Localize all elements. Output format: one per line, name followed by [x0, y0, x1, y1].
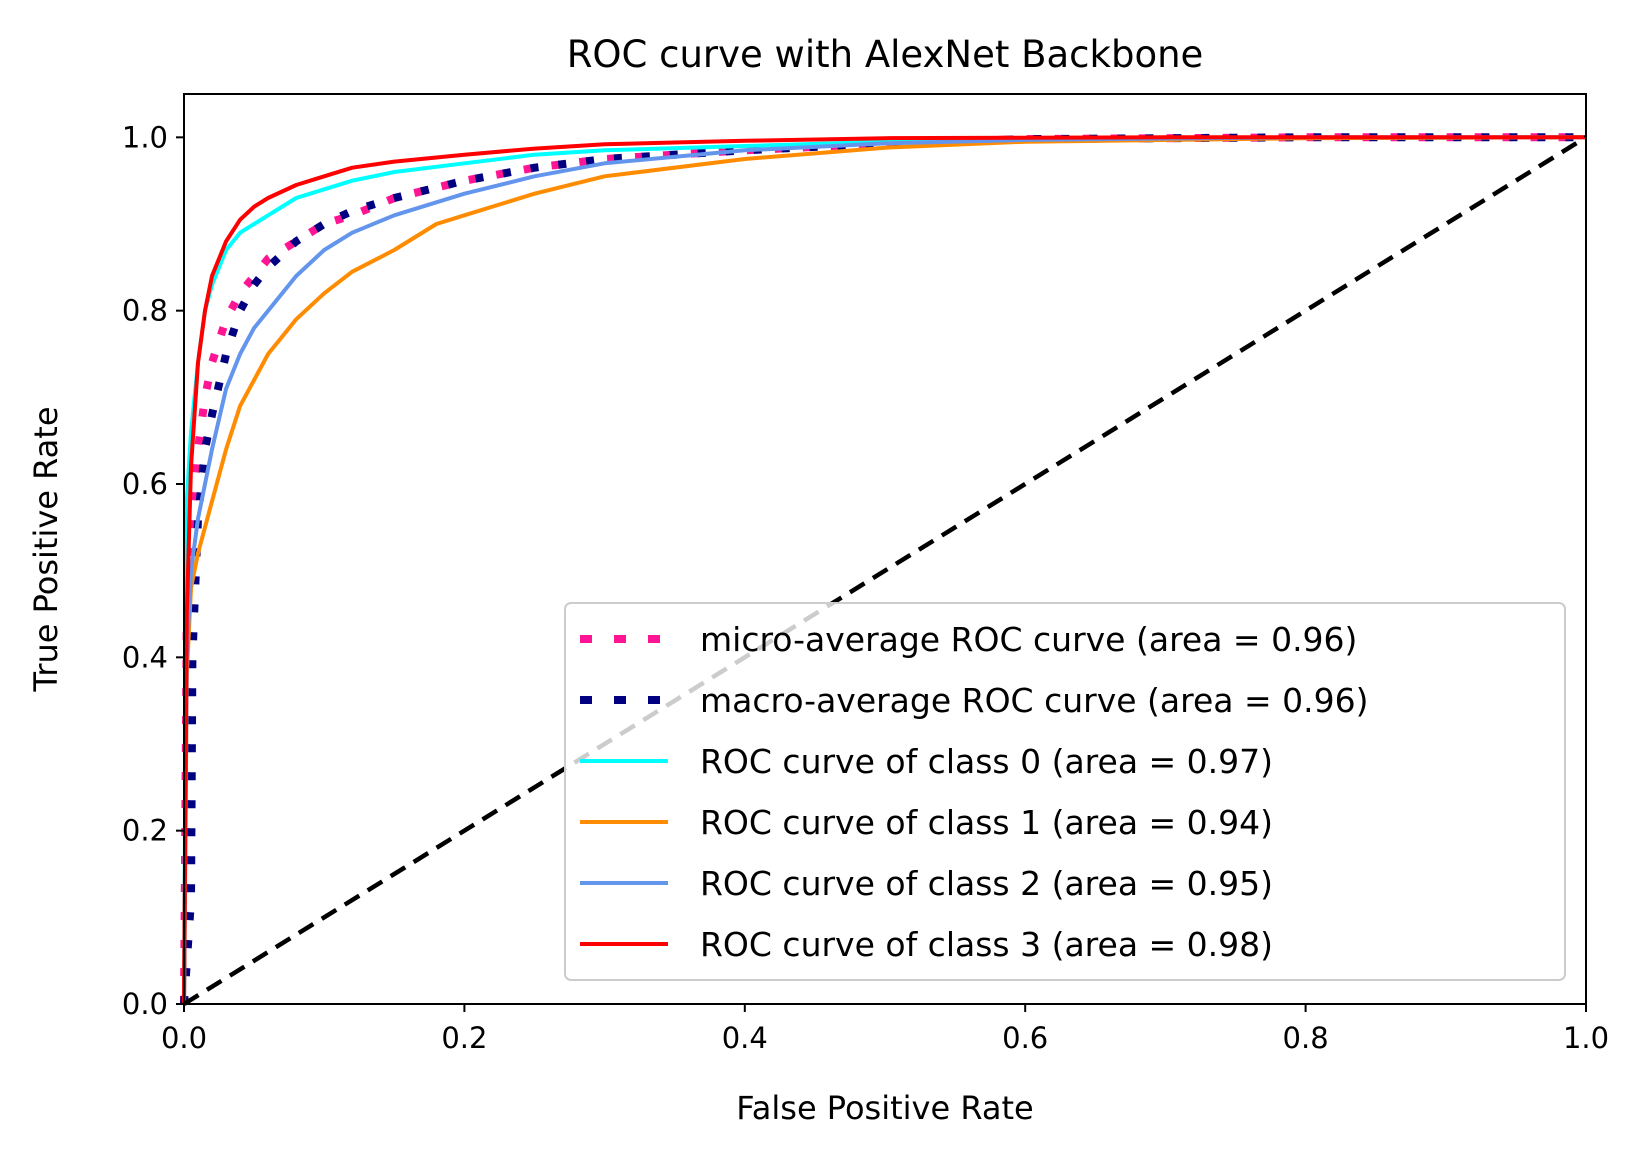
series-line-4 — [182, 135, 1586, 1005]
y-axis-label: True Positive Rate — [27, 406, 65, 692]
ticks-layer: 0.0 0.2 0.4 0.6 0.8 1.0 0.0 0.2 0.4 0.6 0.8 1.0 — [122, 120, 1609, 1055]
plot-area — [180, 93, 1588, 1006]
series-line-0 — [180, 133, 1586, 1005]
x-tick-label: 0.4 — [722, 1021, 768, 1055]
legend-label: macro-average ROC curve (area = 0.96) — [700, 681, 1368, 720]
legend-entries: micro-average ROC curve (area = 0.96) mac… — [580, 620, 1368, 964]
x-tick-label: 0.2 — [441, 1021, 487, 1055]
x-tick-label: 0.8 — [1283, 1021, 1329, 1055]
series-line-5 — [182, 135, 1586, 1005]
y-tick-label: 0.4 — [122, 640, 168, 674]
y-tick-label: 0.8 — [122, 294, 168, 328]
legend-box — [564, 602, 1566, 981]
x-tick-label: 1.0 — [1563, 1021, 1609, 1055]
y-tick-label: 1.0 — [122, 120, 168, 154]
series-line-3 — [182, 135, 1587, 1005]
legend-label: ROC curve of class 2 (area = 0.95) — [700, 864, 1273, 903]
axes-frame — [183, 93, 1587, 1005]
legend-label: ROC curve of class 0 (area = 0.97) — [700, 742, 1273, 781]
legend: micro-average ROC curve (area = 0.96) mac… — [564, 602, 1566, 981]
x-axis-label: False Positive Rate — [736, 1089, 1033, 1127]
y-tick-label: 0.2 — [122, 814, 168, 848]
y-tick-label: 0.0 — [122, 987, 168, 1021]
series-layer — [180, 133, 1588, 1006]
chance-diagonal-line — [182, 135, 1588, 1006]
legend-label: ROC curve of class 3 (area = 0.98) — [700, 925, 1273, 964]
legend-label: ROC curve of class 1 (area = 0.94) — [700, 803, 1273, 842]
x-tick-label: 0.6 — [1002, 1021, 1048, 1055]
chart-title: ROC curve with AlexNet Backbone — [567, 33, 1204, 76]
x-tick-label: 0.0 — [161, 1021, 207, 1055]
y-tick-label: 0.6 — [122, 467, 168, 501]
legend-label: micro-average ROC curve (area = 0.96) — [700, 620, 1357, 659]
